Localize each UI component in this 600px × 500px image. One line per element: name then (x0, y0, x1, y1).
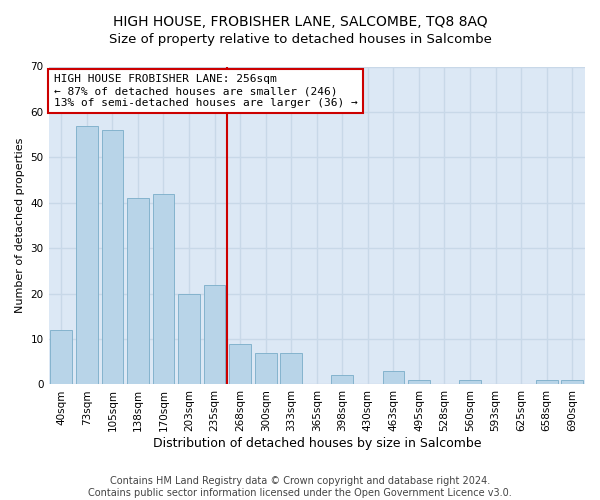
Y-axis label: Number of detached properties: Number of detached properties (15, 138, 25, 313)
Text: Contains HM Land Registry data © Crown copyright and database right 2024.
Contai: Contains HM Land Registry data © Crown c… (88, 476, 512, 498)
Bar (229, 344, 251, 384)
Bar (178, 294, 200, 384)
Bar (127, 198, 149, 384)
Bar (76, 126, 98, 384)
Bar (408, 380, 430, 384)
Bar (459, 380, 481, 384)
Bar (280, 352, 302, 384)
Text: HIGH HOUSE FROBISHER LANE: 256sqm
← 87% of detached houses are smaller (246)
13%: HIGH HOUSE FROBISHER LANE: 256sqm ← 87% … (54, 74, 358, 108)
Bar (101, 130, 123, 384)
X-axis label: Distribution of detached houses by size in Salcombe: Distribution of detached houses by size … (152, 437, 481, 450)
Bar (331, 376, 353, 384)
Bar (536, 380, 557, 384)
Bar (152, 194, 175, 384)
Bar (50, 330, 72, 384)
Text: Size of property relative to detached houses in Salcombe: Size of property relative to detached ho… (109, 32, 491, 46)
Bar (204, 284, 226, 384)
Bar (562, 380, 583, 384)
Text: HIGH HOUSE, FROBISHER LANE, SALCOMBE, TQ8 8AQ: HIGH HOUSE, FROBISHER LANE, SALCOMBE, TQ… (113, 15, 487, 29)
Bar (255, 352, 277, 384)
Bar (383, 371, 404, 384)
